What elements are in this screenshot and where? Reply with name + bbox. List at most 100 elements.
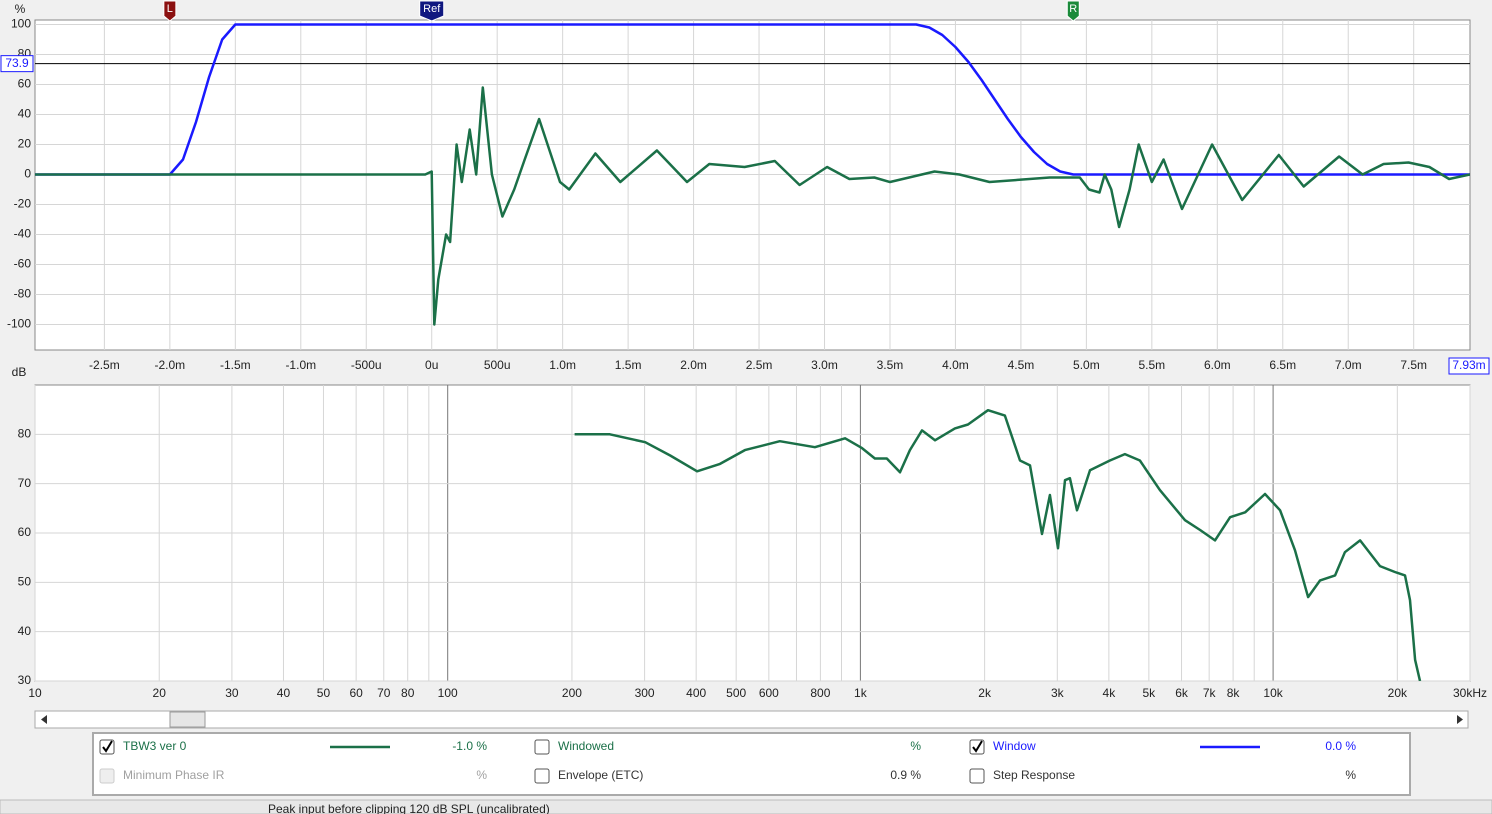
x-tick-label: 1.0m (549, 358, 576, 372)
marker-label: Ref (423, 3, 441, 15)
y-tick-label: -100 (7, 317, 31, 331)
y-unit: % (15, 2, 26, 16)
checkbox[interactable] (969, 768, 985, 784)
x-tick-label: 400 (686, 686, 706, 700)
x-tick-label: 600 (759, 686, 779, 700)
x-tick-label: 50 (317, 686, 331, 700)
x-tick-label: 200 (562, 686, 582, 700)
y-tick-label: 30 (18, 673, 32, 687)
legend-label: Envelope (ETC) (558, 768, 643, 782)
x-tick-label: 2.0m (680, 358, 707, 372)
x-tick-label: 80 (401, 686, 415, 700)
x-tick-label: -1.5m (220, 358, 251, 372)
x-tick-label: 1.5m (615, 358, 642, 372)
y-tick-label: 60 (18, 525, 32, 539)
y-tick-label: 60 (18, 77, 32, 91)
x-tick-label: 5k (1143, 686, 1157, 700)
legend-label: Step Response (993, 768, 1075, 782)
x-tick-label: 7.5m (1400, 358, 1427, 372)
marker-flag (1066, 0, 1080, 22)
y-tick-label: 50 (18, 575, 32, 589)
x-tick-label: 10 (28, 686, 42, 700)
x-tick-label: -1.0m (285, 358, 316, 372)
legend-reading: 0.9 % (890, 768, 921, 782)
y-tick-label: -40 (14, 227, 32, 241)
marker-label: L (167, 3, 173, 15)
x-tick-label: 5.0m (1073, 358, 1100, 372)
x-tick-label: 4k (1103, 686, 1117, 700)
marker-label: R (1069, 3, 1077, 15)
x-tick-label: 6.5m (1269, 358, 1296, 372)
cursor-label: 7.93m (1452, 358, 1485, 372)
x-tick-label: 6k (1175, 686, 1189, 700)
x-tick-label: 5.5m (1138, 358, 1165, 372)
grid (34, 385, 1471, 682)
x-tick-label: -500u (351, 358, 382, 372)
checkbox (99, 768, 115, 784)
y-tick-label: 20 (18, 137, 32, 151)
x-tick-label: -2.0m (155, 358, 186, 372)
x-tick-label: 20 (153, 686, 167, 700)
x-tick-label: 500 (726, 686, 746, 700)
legend-label: Windowed (558, 739, 614, 753)
legend-panel (92, 732, 1411, 796)
x-tick-label: 3.5m (877, 358, 904, 372)
x-tick-label: 60 (349, 686, 363, 700)
y-tick-label: 40 (18, 107, 32, 121)
series-line (35, 23, 1470, 176)
x-tick-label: 8k (1227, 686, 1241, 700)
status-text: Peak input before clipping 120 dB SPL (u… (268, 802, 550, 814)
y-tick-label: -80 (14, 287, 32, 301)
legend-label: Minimum Phase IR (123, 768, 225, 782)
cursor-label: 73.9 (5, 56, 29, 70)
x-tick-label: 3k (1051, 686, 1065, 700)
y-tick-label: 0 (24, 167, 31, 181)
x-tick-label: 10k (1263, 686, 1283, 700)
x-tick-label: 30kHz (1453, 686, 1487, 700)
y-tick-label: 70 (18, 476, 32, 490)
scroll-right[interactable] (1457, 715, 1463, 724)
scroll-left[interactable] (41, 715, 47, 724)
legend-reading: % (476, 768, 487, 782)
x-tick-label: 4.5m (1008, 358, 1035, 372)
legend-label: TBW3 ver 0 (123, 739, 187, 753)
x-tick-label: 7k (1203, 686, 1217, 700)
x-tick-label: 4.0m (942, 358, 969, 372)
legend-reading: % (1345, 768, 1356, 782)
legend-reading: -1.0 % (452, 739, 487, 753)
status-bar (0, 799, 1492, 814)
y-tick-label: -20 (14, 197, 32, 211)
x-tick-label: 40 (277, 686, 291, 700)
y-unit: dB (12, 365, 27, 379)
x-tick-label: 2k (978, 686, 992, 700)
x-tick-label: 2.5m (746, 358, 773, 372)
x-tick-label: 300 (635, 686, 655, 700)
x-tick-label: 20k (1388, 686, 1408, 700)
x-tick-label: 0u (425, 358, 438, 372)
series-line (35, 86, 1470, 326)
checkbox[interactable] (534, 739, 550, 755)
x-tick-label: 7.0m (1335, 358, 1362, 372)
series-line (574, 408, 1422, 681)
x-tick-label: 1k (854, 686, 868, 700)
cursor-box (1448, 357, 1490, 375)
y-tick-label: 100 (11, 17, 31, 31)
check-mark (972, 740, 983, 753)
y-tick-label: -60 (14, 257, 32, 271)
legend-label: Window (993, 739, 1036, 753)
x-tick-label: 500u (484, 358, 511, 372)
y-tick-label: 80 (18, 427, 32, 441)
scrollbar[interactable] (34, 710, 1469, 729)
check-mark (102, 740, 113, 753)
checkbox[interactable] (534, 768, 550, 784)
x-tick-label: -2.5m (89, 358, 120, 372)
legend-reading: 0.0 % (1325, 739, 1356, 753)
cursor-box (0, 55, 34, 73)
scroll-thumb[interactable] (169, 711, 206, 728)
legend-reading: % (910, 739, 921, 753)
x-tick-label: 70 (377, 686, 391, 700)
x-tick-label: 3.0m (811, 358, 838, 372)
grid (35, 20, 1470, 350)
x-tick-label: 100 (438, 686, 458, 700)
